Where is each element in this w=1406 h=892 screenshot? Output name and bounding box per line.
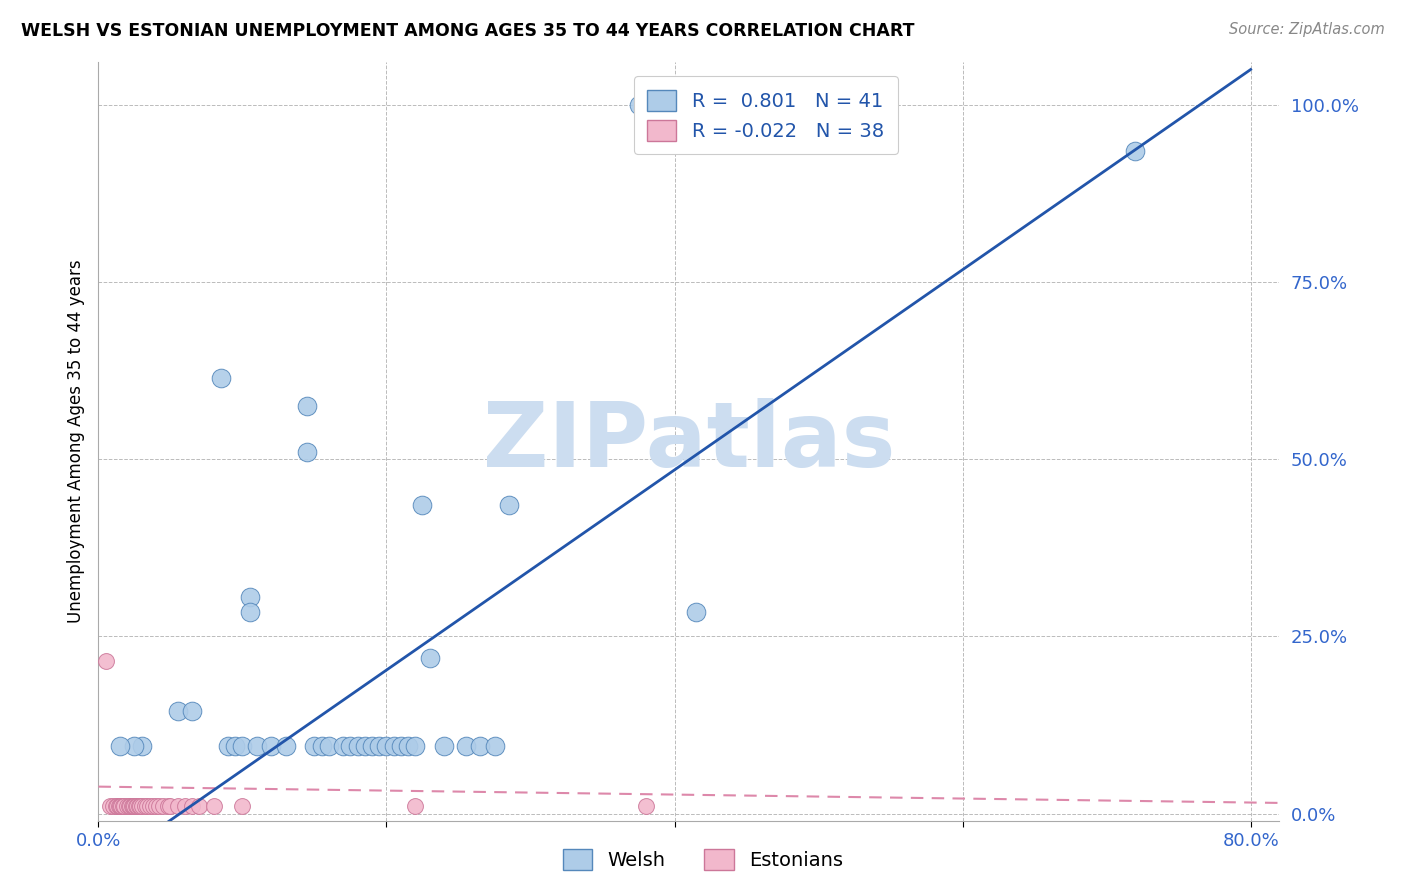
Point [202, 799, 225, 814]
Point [188, 799, 211, 814]
Point [145, 799, 167, 814]
Point [142, 799, 165, 814]
Point [239, 591, 262, 605]
Point [634, 799, 657, 814]
Point [107, 799, 129, 814]
Point [159, 799, 181, 814]
Point [404, 799, 426, 814]
Point [375, 739, 398, 754]
Point [498, 498, 520, 512]
Point [181, 704, 204, 718]
Point [124, 739, 146, 754]
Point [152, 799, 174, 814]
Point [94, 654, 117, 668]
Point [98, 799, 121, 814]
Point [304, 739, 326, 754]
Point [297, 399, 319, 413]
Legend: R =  0.801   N = 41, R = -0.022   N = 38: R = 0.801 N = 41, R = -0.022 N = 38 [634, 76, 898, 154]
Point [121, 799, 143, 814]
Point [318, 739, 340, 754]
Point [209, 371, 232, 385]
Point [685, 605, 707, 619]
Point [148, 799, 170, 814]
Point [181, 799, 204, 814]
Point [671, 98, 693, 112]
Point [246, 739, 269, 754]
Point [468, 739, 491, 754]
Point [156, 799, 179, 814]
Point [108, 739, 131, 754]
Point [311, 739, 333, 754]
Point [124, 799, 146, 814]
Point [131, 799, 153, 814]
Point [332, 739, 354, 754]
Point [354, 739, 377, 754]
Point [110, 799, 132, 814]
Point [173, 799, 195, 814]
Point [166, 799, 188, 814]
Point [274, 739, 297, 754]
Y-axis label: Unemployment Among Ages 35 to 44 years: Unemployment Among Ages 35 to 44 years [66, 260, 84, 624]
Point [128, 799, 150, 814]
Point [136, 799, 159, 814]
Point [112, 799, 135, 814]
Point [433, 739, 456, 754]
Point [131, 739, 153, 754]
Point [101, 799, 124, 814]
Point [108, 799, 131, 814]
Point [368, 739, 391, 754]
Point [120, 799, 142, 814]
Point [134, 799, 156, 814]
Point [396, 739, 419, 754]
Text: ZIPatlas: ZIPatlas [482, 398, 896, 485]
Point [260, 739, 283, 754]
Point [127, 799, 149, 814]
Point [105, 799, 128, 814]
Point [231, 799, 253, 814]
Point [224, 739, 246, 754]
Point [122, 799, 145, 814]
Point [166, 704, 188, 718]
Point [239, 605, 262, 619]
Point [627, 98, 650, 112]
Point [125, 799, 148, 814]
Point [339, 739, 361, 754]
Point [297, 445, 319, 459]
Point [346, 739, 368, 754]
Point [382, 739, 405, 754]
Point [111, 799, 134, 814]
Point [231, 739, 253, 754]
Point [129, 799, 152, 814]
Point [419, 650, 441, 665]
Text: WELSH VS ESTONIAN UNEMPLOYMENT AMONG AGES 35 TO 44 YEARS CORRELATION CHART: WELSH VS ESTONIAN UNEMPLOYMENT AMONG AGE… [21, 22, 914, 40]
Point [411, 498, 433, 512]
Point [389, 739, 412, 754]
Point [217, 739, 239, 754]
Text: Source: ZipAtlas.com: Source: ZipAtlas.com [1229, 22, 1385, 37]
Point [115, 799, 138, 814]
Point [361, 739, 384, 754]
Point [104, 799, 127, 814]
Point [454, 739, 477, 754]
Point [1125, 144, 1147, 158]
Point [484, 739, 506, 754]
Point [404, 739, 426, 754]
Legend: Welsh, Estonians: Welsh, Estonians [555, 841, 851, 878]
Point [139, 799, 162, 814]
Point [118, 799, 141, 814]
